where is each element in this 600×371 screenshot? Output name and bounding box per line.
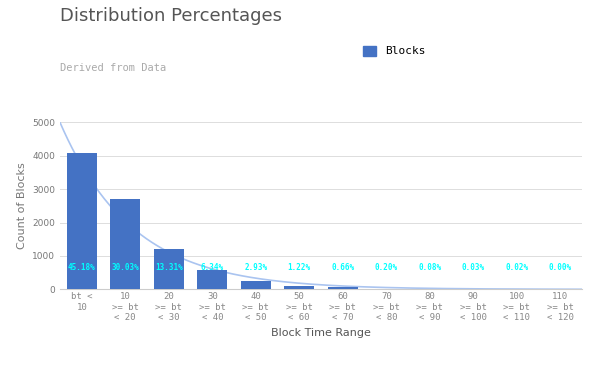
X-axis label: Block Time Range: Block Time Range	[271, 328, 371, 338]
Text: 0.66%: 0.66%	[331, 263, 355, 272]
Bar	[197, 270, 227, 289]
Text: 13.31%: 13.31%	[155, 263, 182, 272]
Bar	[284, 286, 314, 289]
Y-axis label: Count of Blocks: Count of Blocks	[17, 162, 26, 249]
Text: 30.03%: 30.03%	[112, 263, 139, 272]
Text: 0.20%: 0.20%	[374, 263, 398, 272]
Text: 0.08%: 0.08%	[418, 263, 442, 272]
Legend: Blocks: Blocks	[359, 41, 430, 61]
Text: 0.03%: 0.03%	[461, 263, 485, 272]
Bar	[241, 280, 271, 289]
Text: 0.02%: 0.02%	[505, 263, 529, 272]
Bar	[154, 249, 184, 289]
Text: 2.93%: 2.93%	[244, 263, 268, 272]
Text: 0.00%: 0.00%	[548, 263, 572, 272]
Text: 1.22%: 1.22%	[287, 263, 311, 272]
Text: Distribution Percentages: Distribution Percentages	[60, 7, 282, 26]
Text: Derived from Data: Derived from Data	[60, 63, 166, 73]
Text: 45.18%: 45.18%	[68, 263, 95, 272]
Text: 6.34%: 6.34%	[200, 263, 224, 272]
Bar	[110, 198, 140, 289]
Bar	[328, 288, 358, 289]
Bar	[67, 153, 97, 289]
